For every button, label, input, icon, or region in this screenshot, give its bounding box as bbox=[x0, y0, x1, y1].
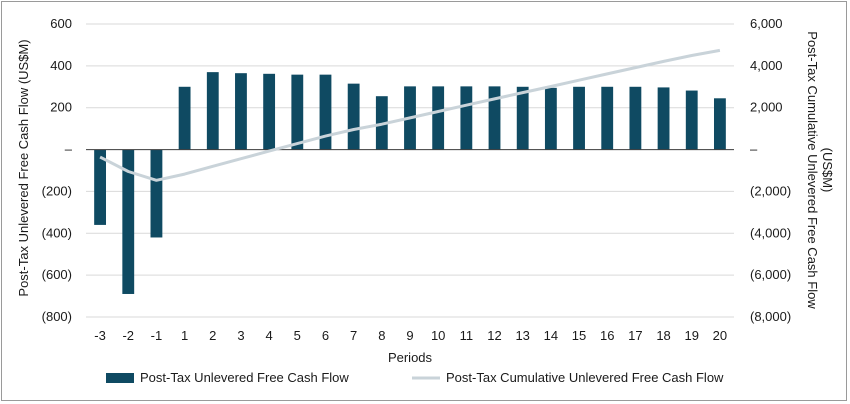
cumulative-line bbox=[99, 48, 721, 182]
bar bbox=[629, 86, 642, 150]
y-tick-label: 400 bbox=[50, 58, 72, 73]
y2-axis-title-line1: Post-Tax Cumulative Unlevered Free Cash … bbox=[805, 31, 820, 309]
bar bbox=[206, 72, 219, 150]
y2-tick-label: – bbox=[750, 142, 758, 157]
bar bbox=[488, 86, 501, 150]
right-axis-ticks: 6,000 4,000 2,000 – (2,000) (4,000) (6,000) (8,… bbox=[750, 16, 791, 324]
bar bbox=[235, 73, 247, 150]
x-tick-label: 18 bbox=[656, 328, 670, 343]
x-tick-label: 16 bbox=[600, 328, 614, 343]
y-tick-label: (800) bbox=[42, 309, 72, 324]
bar bbox=[122, 149, 135, 294]
x-axis-title: Periods bbox=[388, 350, 433, 365]
bar bbox=[263, 73, 276, 150]
y-axis-title: Post-Tax Unlevered Free Cash Flow (US$M) bbox=[16, 39, 31, 296]
x-tick-label: 9 bbox=[406, 328, 413, 343]
bar bbox=[657, 87, 670, 150]
legend: Post-Tax Unlevered Free Cash Flow Post-T… bbox=[106, 370, 724, 385]
x-tick-label: 3 bbox=[237, 328, 244, 343]
x-tick-label: 20 bbox=[713, 328, 727, 343]
x-tick-label: 11 bbox=[460, 328, 474, 343]
x-tick-label: -2 bbox=[122, 328, 134, 343]
x-tick-label: 10 bbox=[431, 328, 445, 343]
bar bbox=[319, 74, 332, 150]
bar bbox=[460, 86, 473, 150]
x-tick-label: 5 bbox=[294, 328, 301, 343]
x-tick-label: 1 bbox=[181, 328, 188, 343]
x-tick-label: -3 bbox=[94, 328, 106, 343]
y2-tick-label: (8,000) bbox=[750, 309, 791, 324]
y2-tick-label: 2,000 bbox=[750, 100, 783, 115]
y2-tick-label: (4,000) bbox=[750, 225, 791, 240]
y-tick-label: (400) bbox=[42, 225, 72, 240]
x-tick-label: 6 bbox=[322, 328, 329, 343]
x-tick-label: 4 bbox=[266, 328, 273, 343]
y2-tick-label: 4,000 bbox=[750, 58, 783, 73]
x-tick-label: 13 bbox=[515, 328, 529, 343]
x-tick-label: 17 bbox=[628, 328, 642, 343]
bar bbox=[601, 86, 614, 150]
bar bbox=[573, 86, 585, 150]
bar bbox=[432, 86, 445, 150]
legend-label-line: Post-Tax Cumulative Unlevered Free Cash … bbox=[446, 370, 724, 385]
bar bbox=[150, 149, 163, 238]
bar bbox=[713, 98, 726, 150]
y-tick-label: 600 bbox=[50, 16, 72, 31]
x-tick-label: 14 bbox=[544, 328, 558, 343]
bar bbox=[347, 83, 360, 150]
y-tick-label: (200) bbox=[42, 183, 72, 198]
x-tick-label: 19 bbox=[685, 328, 699, 343]
x-tick-label: 8 bbox=[378, 328, 385, 343]
y2-tick-label: (6,000) bbox=[750, 267, 791, 282]
legend-label-bars: Post-Tax Unlevered Free Cash Flow bbox=[140, 370, 349, 385]
x-tick-label: -1 bbox=[151, 328, 163, 343]
bar bbox=[94, 149, 107, 225]
bar bbox=[685, 90, 698, 150]
x-tick-label: 15 bbox=[572, 328, 586, 343]
bar bbox=[291, 74, 304, 150]
x-tick-label: 12 bbox=[487, 328, 501, 343]
y-tick-label: (600) bbox=[42, 267, 72, 282]
bar bbox=[516, 86, 529, 150]
x-tick-label: 7 bbox=[350, 328, 357, 343]
x-axis-ticks: -3 -2 -1 1 2 3 4 5 6 7 8 9 10 11 12 13 14 15 16 17 18 19 20 bbox=[94, 328, 727, 343]
legend-swatch-bars bbox=[106, 373, 134, 383]
bar-series bbox=[94, 72, 726, 294]
left-axis-ticks: 600 400 200 – (200) (400) (600) (800) bbox=[42, 16, 73, 324]
bar bbox=[178, 86, 191, 150]
y2-axis-title-line2: (US$M) bbox=[820, 148, 835, 193]
y-tick-label: 200 bbox=[50, 100, 72, 115]
y2-tick-label: (2,000) bbox=[750, 183, 791, 198]
y2-tick-label: 6,000 bbox=[750, 16, 783, 31]
y-tick-label: – bbox=[65, 142, 73, 157]
x-tick-label: 2 bbox=[209, 328, 216, 343]
gridlines bbox=[86, 23, 734, 318]
bar bbox=[544, 87, 557, 150]
